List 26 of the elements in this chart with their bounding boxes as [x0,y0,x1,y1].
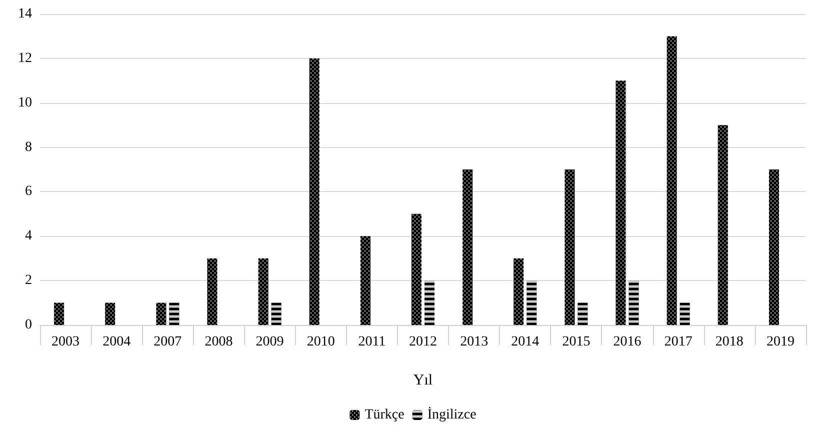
x-tick-label: 2019 [766,334,794,350]
x-tick-label: 2011 [358,334,386,350]
x-tick-label: 2014 [511,334,540,350]
y-tick-label: 10 [18,95,32,110]
x-tick-label: 2008 [204,334,233,350]
y-tick-label: 6 [25,184,32,200]
legend-label: İngilizce [427,406,476,422]
y-tick-label: 14 [18,6,32,22]
x-tick-label: 2018 [715,334,744,350]
y-tick-label: 8 [25,140,32,155]
x-tick-label: 2004 [102,334,131,350]
x-tick-label: 2012 [409,334,437,350]
legend-label: Türkçe [364,408,404,422]
x-axis-title: Yıl [413,372,433,388]
y-tick-label: 4 [25,228,32,244]
x-tick-label: 2010 [306,334,335,350]
x-tick-label: 2009 [256,334,284,350]
y-tick-label: 12 [18,50,32,66]
x-tick-label: 2016 [613,334,642,350]
x-tick-label: 2003 [52,334,80,350]
x-tick-label: 2013 [460,334,488,350]
y-tick-label: 0 [25,318,32,332]
x-tick-label: 2015 [562,334,590,350]
y-tick-label: 2 [25,273,32,288]
x-tick-label: 2017 [664,334,692,350]
x-tick-label: 2007 [154,334,182,350]
